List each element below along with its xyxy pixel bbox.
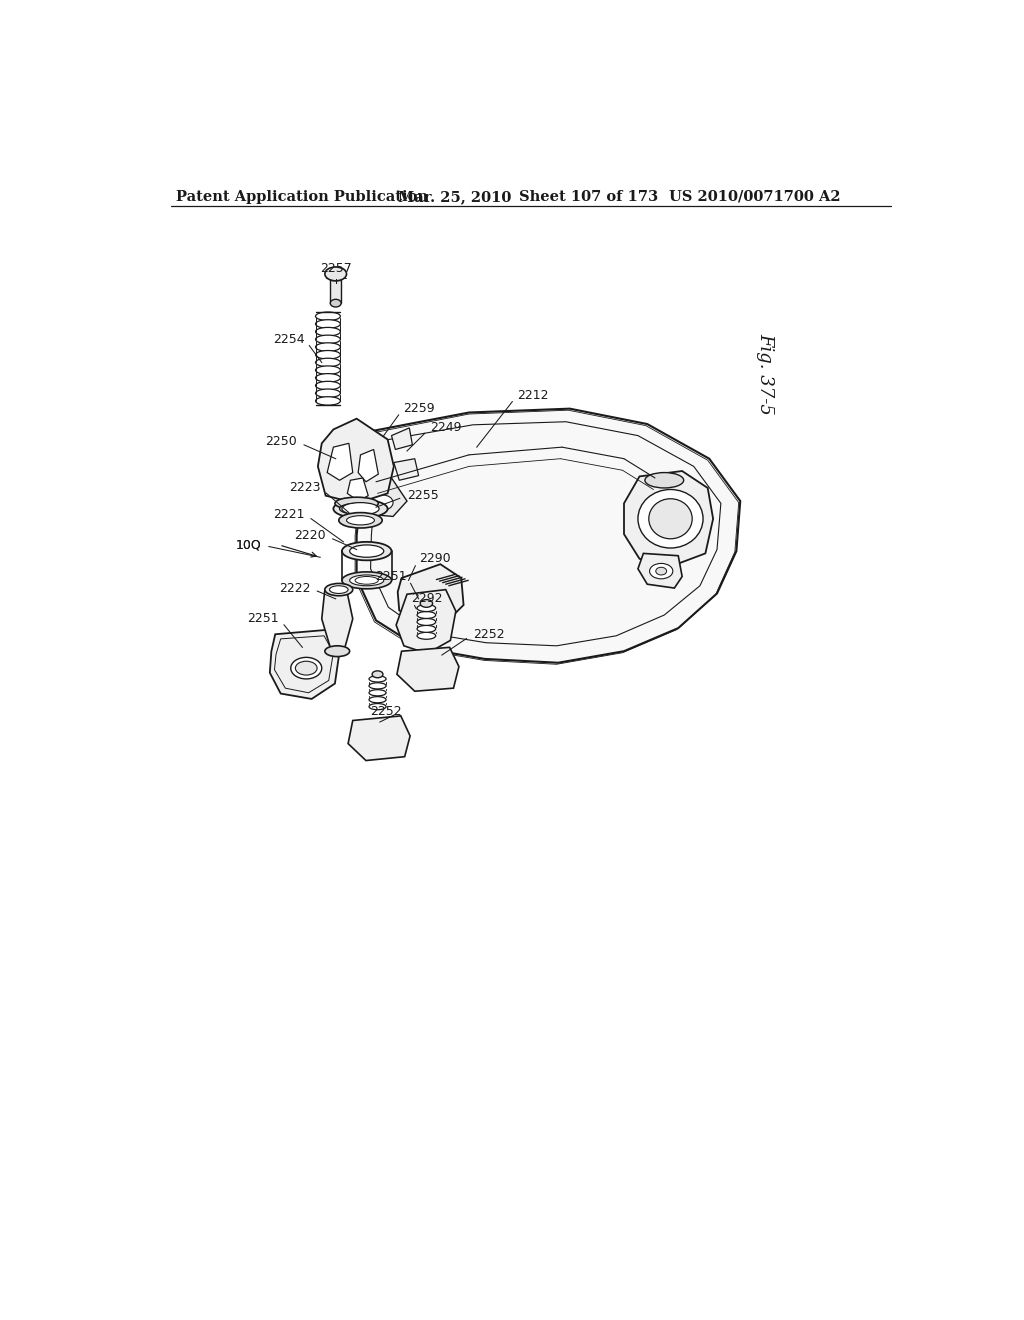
Polygon shape bbox=[391, 428, 413, 449]
Ellipse shape bbox=[417, 619, 435, 626]
Text: 2249: 2249 bbox=[430, 421, 462, 434]
Ellipse shape bbox=[334, 499, 388, 517]
Ellipse shape bbox=[295, 661, 317, 675]
Ellipse shape bbox=[335, 498, 378, 510]
Ellipse shape bbox=[349, 576, 384, 586]
Polygon shape bbox=[270, 630, 340, 700]
Ellipse shape bbox=[315, 343, 340, 351]
Text: Fig. 37-5: Fig. 37-5 bbox=[756, 333, 774, 414]
Ellipse shape bbox=[325, 583, 352, 595]
Text: 2223: 2223 bbox=[289, 482, 321, 495]
Ellipse shape bbox=[315, 374, 340, 381]
Polygon shape bbox=[356, 409, 740, 663]
Text: Patent Application Publication: Patent Application Publication bbox=[176, 190, 428, 203]
Ellipse shape bbox=[355, 577, 378, 585]
Polygon shape bbox=[328, 444, 352, 480]
Ellipse shape bbox=[331, 300, 341, 308]
Text: Sheet 107 of 173: Sheet 107 of 173 bbox=[519, 190, 658, 203]
Polygon shape bbox=[348, 715, 410, 760]
Text: 2292: 2292 bbox=[411, 593, 442, 606]
Text: 10Q: 10Q bbox=[236, 539, 261, 552]
Ellipse shape bbox=[342, 572, 391, 589]
Text: Mar. 25, 2010: Mar. 25, 2010 bbox=[397, 190, 511, 203]
Polygon shape bbox=[397, 564, 464, 624]
Ellipse shape bbox=[339, 512, 382, 528]
Ellipse shape bbox=[638, 490, 703, 548]
Ellipse shape bbox=[315, 381, 340, 389]
Ellipse shape bbox=[315, 389, 340, 397]
Polygon shape bbox=[317, 418, 394, 503]
Text: 2250: 2250 bbox=[265, 436, 297, 449]
Ellipse shape bbox=[349, 545, 384, 557]
Text: 2259: 2259 bbox=[403, 403, 435, 416]
Text: 10Q: 10Q bbox=[236, 539, 261, 552]
Ellipse shape bbox=[417, 611, 435, 619]
Text: 2290: 2290 bbox=[419, 552, 451, 565]
Ellipse shape bbox=[369, 697, 386, 702]
Ellipse shape bbox=[346, 516, 375, 525]
Text: 2254: 2254 bbox=[273, 333, 305, 346]
Polygon shape bbox=[365, 478, 407, 516]
Polygon shape bbox=[396, 590, 456, 653]
Polygon shape bbox=[347, 478, 369, 502]
Text: US 2010/0071700 A2: US 2010/0071700 A2 bbox=[669, 190, 841, 203]
Ellipse shape bbox=[372, 671, 383, 677]
Polygon shape bbox=[638, 553, 682, 589]
Ellipse shape bbox=[315, 397, 340, 405]
Text: 2251: 2251 bbox=[248, 612, 280, 626]
Text: 2221: 2221 bbox=[273, 508, 305, 520]
Ellipse shape bbox=[315, 358, 340, 367]
Ellipse shape bbox=[340, 503, 374, 513]
Polygon shape bbox=[394, 459, 419, 480]
Ellipse shape bbox=[369, 689, 386, 696]
Text: 2251: 2251 bbox=[376, 570, 407, 583]
Polygon shape bbox=[397, 647, 459, 692]
Text: 2257: 2257 bbox=[319, 261, 351, 275]
Ellipse shape bbox=[645, 473, 684, 488]
Ellipse shape bbox=[315, 351, 340, 359]
Ellipse shape bbox=[420, 599, 432, 607]
Ellipse shape bbox=[315, 312, 340, 321]
Ellipse shape bbox=[342, 543, 391, 561]
Ellipse shape bbox=[369, 676, 386, 682]
Ellipse shape bbox=[417, 626, 435, 632]
Ellipse shape bbox=[330, 586, 348, 594]
Polygon shape bbox=[624, 471, 713, 566]
Ellipse shape bbox=[655, 568, 667, 576]
Ellipse shape bbox=[649, 499, 692, 539]
Text: 2212: 2212 bbox=[517, 389, 549, 403]
Ellipse shape bbox=[342, 503, 379, 515]
Text: 2252: 2252 bbox=[473, 628, 505, 640]
Ellipse shape bbox=[325, 267, 346, 281]
Ellipse shape bbox=[315, 327, 340, 335]
Text: 2255: 2255 bbox=[407, 490, 438, 502]
Ellipse shape bbox=[315, 319, 340, 329]
Ellipse shape bbox=[291, 657, 322, 678]
Text: 2252: 2252 bbox=[370, 705, 401, 718]
Ellipse shape bbox=[315, 366, 340, 375]
Ellipse shape bbox=[315, 335, 340, 343]
Ellipse shape bbox=[369, 704, 386, 710]
Ellipse shape bbox=[325, 645, 349, 656]
Polygon shape bbox=[331, 280, 341, 304]
Ellipse shape bbox=[417, 632, 435, 639]
Polygon shape bbox=[322, 590, 352, 653]
Ellipse shape bbox=[372, 495, 393, 511]
Ellipse shape bbox=[649, 564, 673, 579]
Ellipse shape bbox=[369, 682, 386, 689]
Text: 2222: 2222 bbox=[279, 582, 310, 594]
Polygon shape bbox=[358, 449, 378, 482]
Text: 2220: 2220 bbox=[294, 529, 326, 543]
Ellipse shape bbox=[417, 605, 435, 611]
